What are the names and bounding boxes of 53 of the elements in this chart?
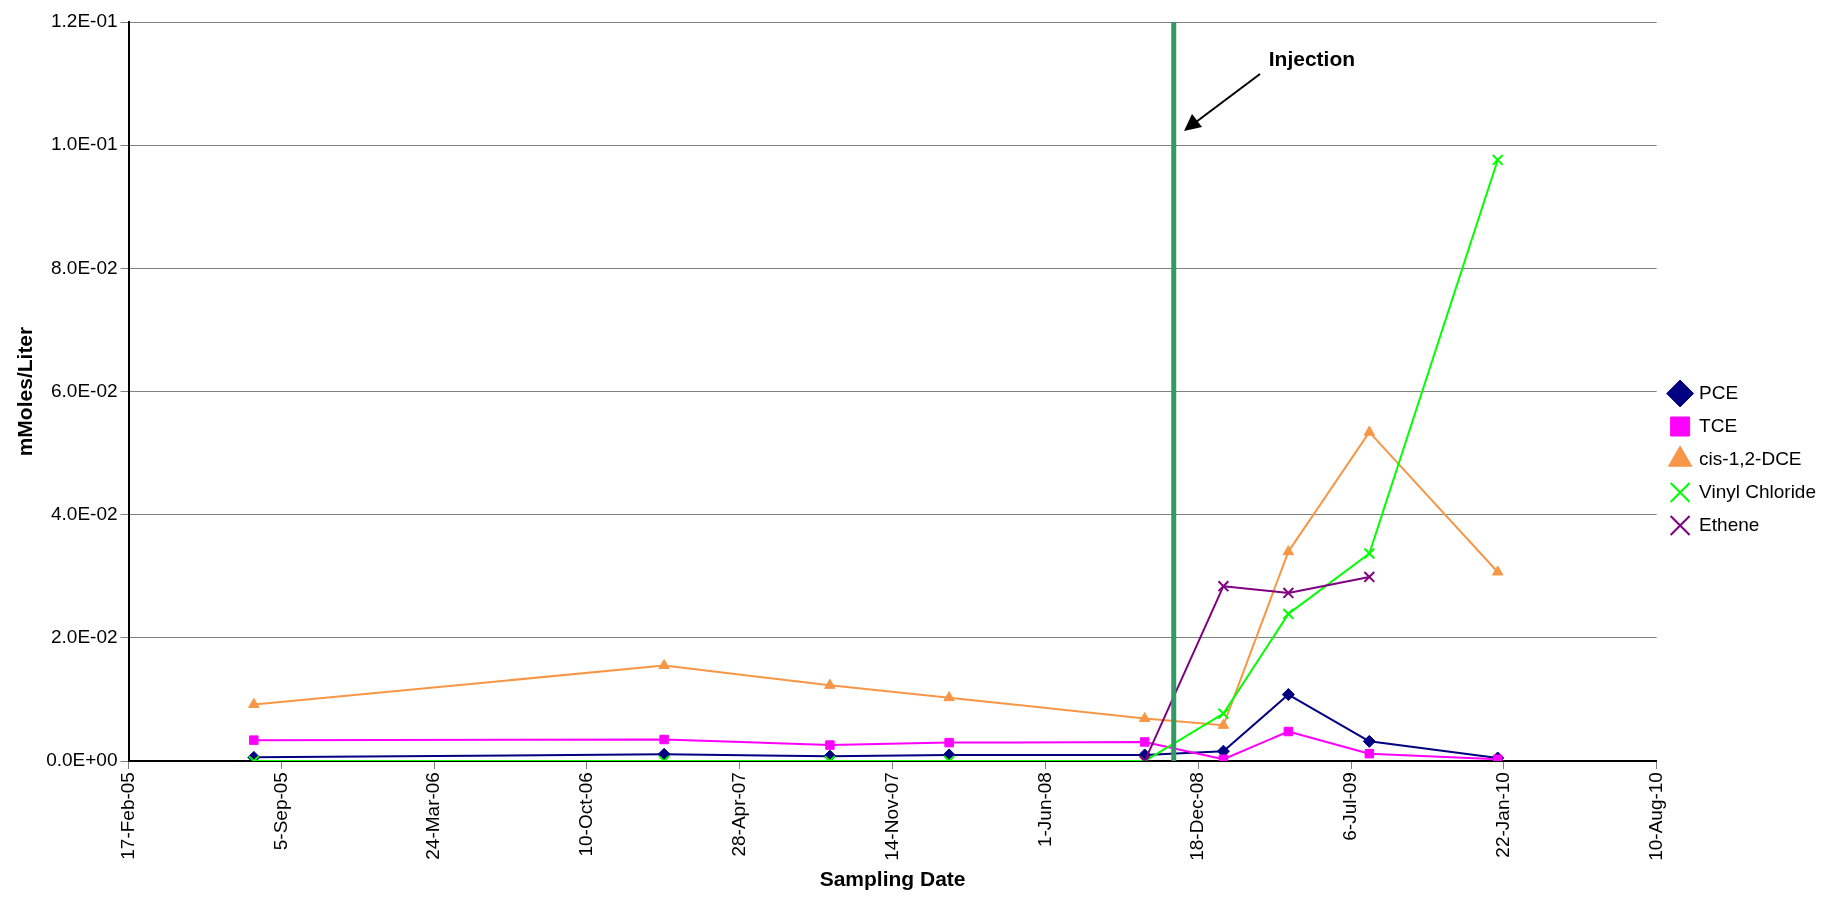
x-tick-label: 6-Jul-09 bbox=[1339, 772, 1361, 841]
point bbox=[659, 734, 669, 745]
point bbox=[1217, 580, 1230, 593]
point bbox=[249, 735, 259, 745]
x-tick-label: 24-Mar-06 bbox=[422, 772, 444, 860]
y-tick-label: 4.0E-02 bbox=[50, 502, 118, 524]
legend-label: TCE bbox=[1699, 414, 1738, 436]
point bbox=[1283, 726, 1294, 737]
x-tick-label: 17-Feb-05 bbox=[116, 772, 138, 860]
y-tick-label: 1.2E-01 bbox=[50, 10, 118, 32]
point bbox=[1491, 154, 1504, 166]
point bbox=[1218, 754, 1229, 762]
point bbox=[1282, 607, 1295, 620]
point bbox=[944, 737, 954, 748]
y-tick-label: 0.0E+00 bbox=[46, 749, 118, 771]
point bbox=[1362, 734, 1376, 748]
point bbox=[248, 697, 260, 708]
x-tick-label: 28-Apr-07 bbox=[727, 772, 749, 857]
annotation: Injection bbox=[1268, 46, 1356, 70]
point bbox=[1363, 425, 1376, 436]
x-tick-label: 14-Nov-07 bbox=[880, 772, 902, 861]
point bbox=[825, 740, 835, 750]
point bbox=[1139, 737, 1150, 747]
point bbox=[943, 691, 955, 702]
y-axis-title: mMoles/Liter bbox=[13, 326, 37, 457]
point bbox=[1282, 545, 1295, 556]
y-tick-label: 6.0E-02 bbox=[50, 379, 118, 401]
point bbox=[1363, 570, 1376, 583]
point bbox=[824, 678, 836, 689]
point bbox=[1492, 565, 1504, 576]
x-tick-label: 22-Jan-10 bbox=[1492, 772, 1514, 858]
point bbox=[1139, 712, 1151, 723]
point bbox=[1217, 718, 1230, 729]
y-tick-label: 1.0E-01 bbox=[50, 133, 118, 155]
x-axis-title: Sampling Date bbox=[819, 867, 966, 891]
legend-label: Vinyl Chloride bbox=[1699, 480, 1817, 502]
point bbox=[658, 659, 670, 670]
point bbox=[1281, 688, 1295, 702]
point bbox=[1217, 707, 1230, 720]
y-tick-label: 2.0E-02 bbox=[50, 626, 118, 648]
y-tick-label: 8.0E-02 bbox=[50, 256, 118, 278]
legend-label: Ethene bbox=[1699, 513, 1760, 535]
x-tick-label: 10-Aug-10 bbox=[1644, 772, 1666, 861]
x-tick-label: 10-Oct-06 bbox=[575, 772, 597, 857]
point bbox=[1364, 748, 1375, 759]
point bbox=[1282, 586, 1295, 599]
x-tick-label: 5-Sep-05 bbox=[269, 772, 291, 851]
legend-label: PCE bbox=[1699, 381, 1739, 403]
point bbox=[1363, 547, 1376, 560]
legend-label: cis-1,2-DCE bbox=[1699, 447, 1802, 469]
x-tick-label: 1-Jun-08 bbox=[1033, 772, 1055, 848]
point bbox=[657, 747, 671, 761]
x-tick-label: 18-Dec-08 bbox=[1186, 772, 1208, 861]
